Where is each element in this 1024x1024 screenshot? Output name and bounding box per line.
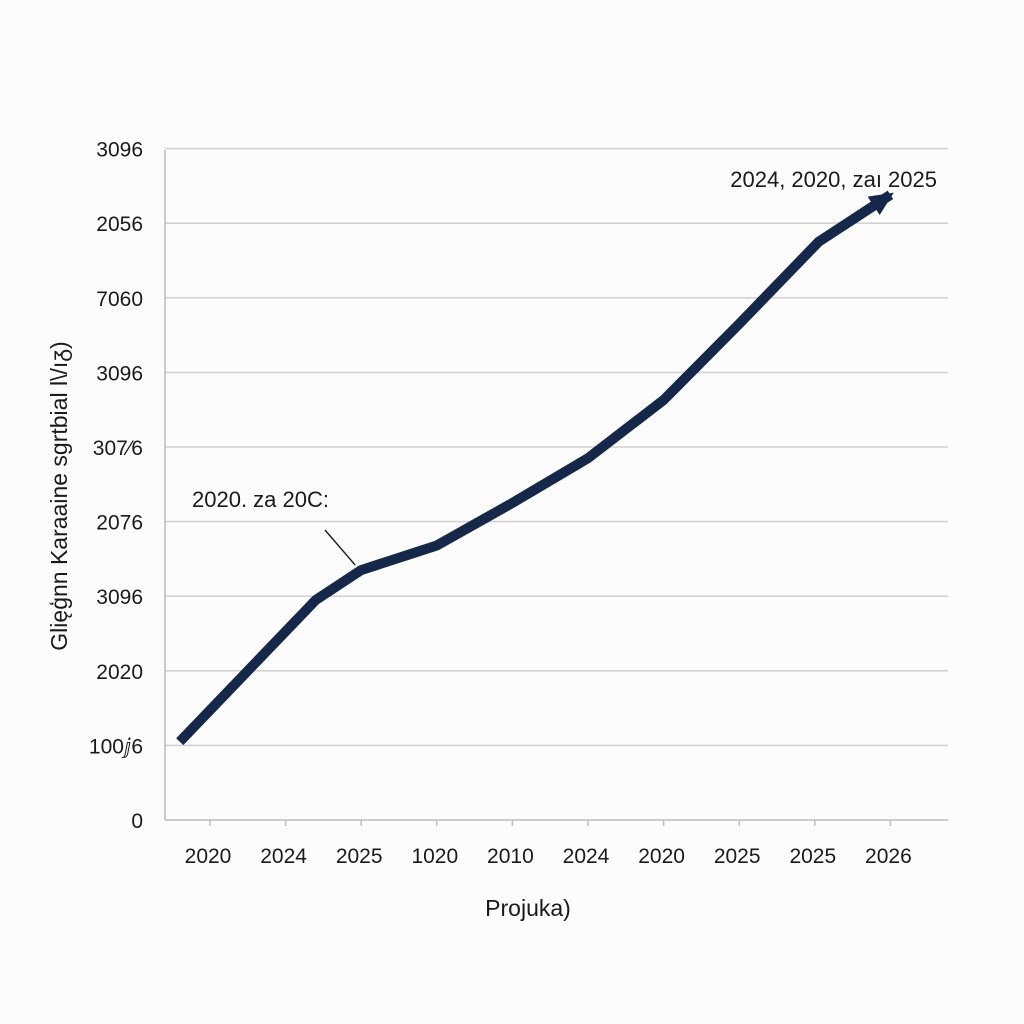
y-tick-label: 3096 — [96, 586, 143, 609]
x-tick-label: 2025 — [789, 845, 836, 868]
y-tick-label: 3096 — [96, 139, 143, 162]
x-tick-label: 2026 — [865, 845, 912, 868]
x-tick-label: 2025 — [336, 845, 383, 868]
y-tick-label: 307⁄6 — [93, 437, 143, 460]
annotation-label: 2024, 2020, zaı 2025 — [730, 167, 937, 192]
x-axis-title: Projuka) — [485, 895, 571, 921]
y-tick-label: 3096 — [96, 362, 143, 385]
axes — [164, 150, 948, 821]
annotation-label: 2020. za 20C: — [192, 487, 329, 512]
y-tick-label: 0 — [131, 810, 143, 833]
annotations: 2020. za 20C: 2024, 2020, zaı 2025 — [192, 167, 937, 566]
x-tick-label: 2020 — [185, 845, 232, 868]
y-tick-label: 7060 — [96, 288, 143, 311]
y-tick-label: 2076 — [96, 512, 143, 535]
x-tick-label: 2024 — [563, 845, 610, 868]
series-line — [176, 190, 894, 746]
y-axis-title: Glięģnn Karaaine sgrtbial l\/ıᵹ) — [46, 341, 72, 650]
series — [176, 190, 894, 746]
x-tick-label: 2010 — [487, 845, 534, 868]
x-tick-label: 2025 — [714, 845, 761, 868]
y-tick-label: 2020 — [96, 661, 143, 684]
y-tick-label: 100ⅉ6 — [89, 735, 143, 758]
x-tick-labels: 2020 2024 2025 1020 2010 2024 2020 2025 2025 2026 — [185, 820, 912, 868]
y-tick-labels: 0 100ⅉ6 2020 3096 2076 307⁄6 3096 7060 2056 3096 — [89, 139, 143, 833]
x-tick-label: 2020 — [638, 845, 685, 868]
y-tick-label: 2056 — [96, 213, 143, 236]
x-tick-label: 1020 — [411, 845, 458, 868]
gridlines — [165, 147, 948, 747]
annotation-leader-line — [324, 529, 356, 566]
series-arrowhead — [867, 192, 894, 216]
x-tick-label: 2024 — [260, 845, 307, 868]
